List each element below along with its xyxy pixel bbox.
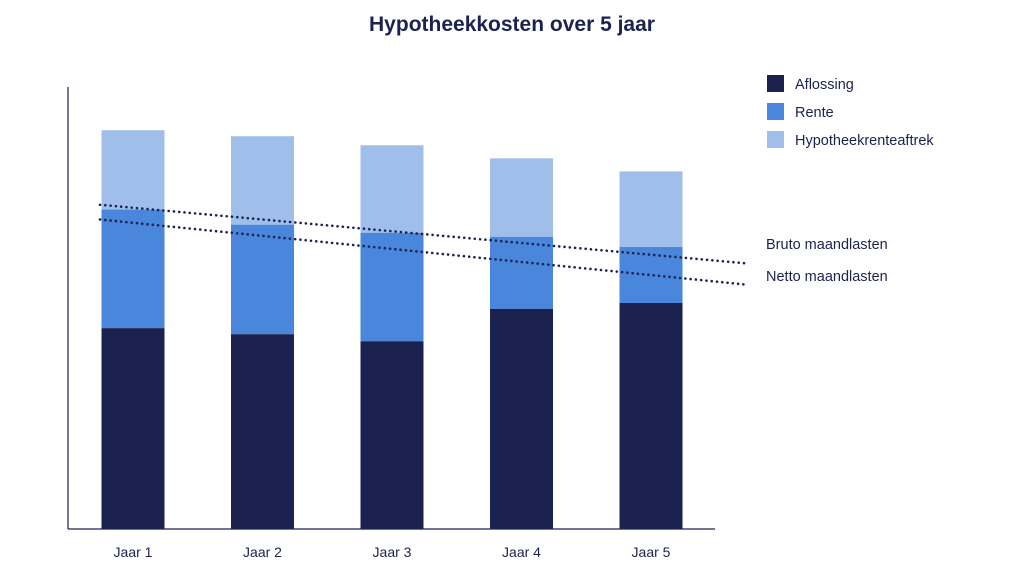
bar-rente-jaar-5	[619, 246, 683, 303]
line-label-bruto: Bruto maandlasten	[766, 237, 888, 253]
legend-item-aflossing: Aflossing	[767, 75, 854, 93]
bar-rente-jaar-1	[101, 209, 165, 329]
bar-rente-jaar-2	[231, 224, 294, 335]
x-tick-label-jaar-5: Jaar 5	[632, 544, 671, 560]
chart-title: Hypotheekkosten over 5 jaar	[369, 13, 655, 36]
bar-aflossing-jaar-3	[360, 341, 424, 529]
legend-label-hypotheekrenteaftrek: Hypotheekrenteaftrek	[795, 133, 934, 149]
bar-hypotheekrenteaftrek-jaar-2	[231, 136, 294, 225]
bar-hypotheekrenteaftrek-jaar-1	[101, 130, 165, 210]
legend-item-rente: Rente	[767, 103, 834, 121]
legend-label-rente: Rente	[795, 105, 834, 121]
legend-label-aflossing: Aflossing	[795, 77, 854, 93]
x-tick-label-jaar-4: Jaar 4	[502, 544, 541, 560]
bar-aflossing-jaar-4	[490, 309, 553, 529]
x-tick-label-jaar-3: Jaar 3	[373, 544, 412, 560]
legend-swatch-hypotheekrenteaftrek	[767, 131, 784, 148]
legend-swatch-rente	[767, 103, 784, 120]
bar-rente-jaar-4	[490, 236, 553, 310]
legend-swatch-aflossing	[767, 75, 784, 92]
bar-aflossing-jaar-1	[101, 328, 165, 529]
bar-hypotheekrenteaftrek-jaar-5	[619, 171, 683, 247]
line-label-netto: Netto maandlasten	[766, 269, 888, 285]
legend: Aflossing Rente Hypotheekrenteaftrek	[767, 75, 934, 149]
bar-aflossing-jaar-5	[619, 302, 683, 529]
bar-hypotheekrenteaftrek-jaar-3	[360, 145, 424, 233]
bar-rente-jaar-3	[360, 232, 424, 342]
x-tick-labels: Jaar 1 Jaar 2 Jaar 3 Jaar 4 Jaar 5	[114, 544, 671, 560]
x-tick-label-jaar-1: Jaar 1	[114, 544, 153, 560]
legend-item-hypotheekrenteaftrek: Hypotheekrenteaftrek	[767, 131, 934, 149]
x-tick-label-jaar-2: Jaar 2	[243, 544, 282, 560]
bar-hypotheekrenteaftrek-jaar-4	[490, 158, 553, 237]
bars-group	[101, 130, 683, 529]
bar-aflossing-jaar-2	[231, 334, 294, 529]
